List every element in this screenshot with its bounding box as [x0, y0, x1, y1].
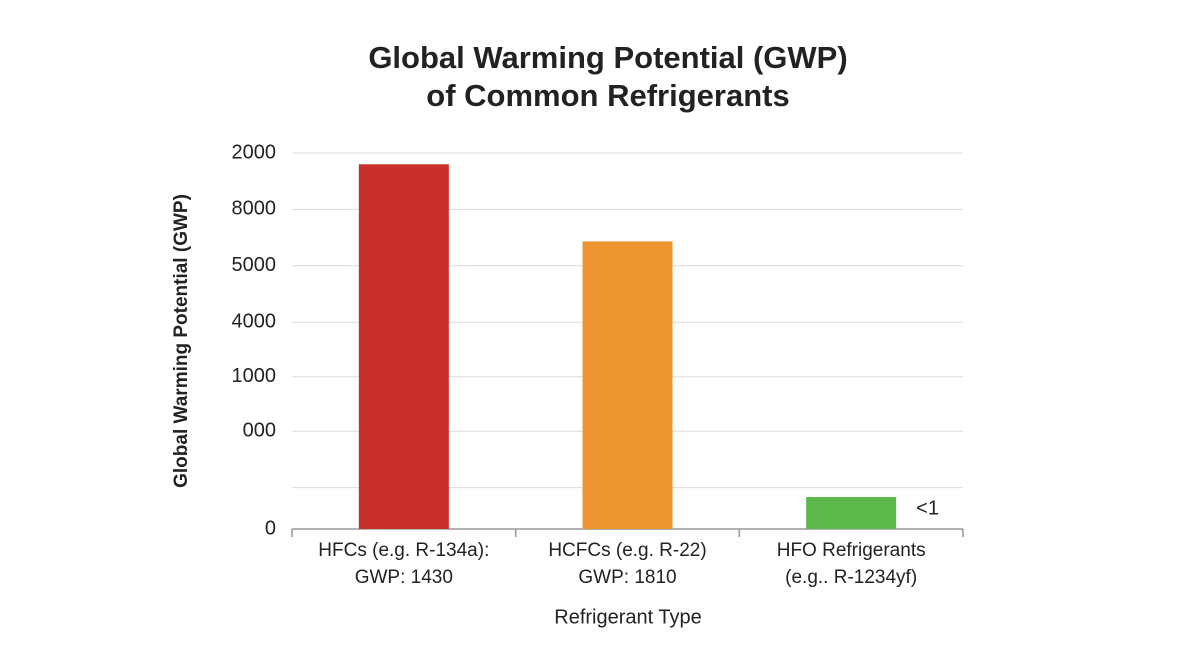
x-tick-label: HFCs (e.g. R-134a):: [318, 540, 489, 561]
y-tick-label: 000: [243, 420, 276, 442]
y-tick-label: 4000: [232, 310, 277, 332]
x-tick-label: HCFCs (e.g. R-22): [548, 540, 706, 561]
y-tick-label: 1000: [232, 365, 277, 387]
y-tick-label: 2000: [232, 141, 277, 163]
x-tick-label: HFO Refrigerants: [777, 540, 926, 561]
x-axis-title: Refrigerant Type: [554, 606, 702, 628]
y-tick-label: 0: [265, 517, 276, 539]
x-tick-label: (e.g.. R-1234yf): [785, 567, 917, 588]
x-tick-label: GWP: 1810: [578, 567, 676, 588]
bar: [806, 497, 897, 529]
annotation: <1: [916, 497, 939, 519]
x-tick-label: GWP: 1430: [355, 567, 453, 588]
chart-title: Global Warming Potential (GWP): [368, 40, 847, 75]
y-tick-label: 5000: [232, 254, 277, 276]
y-tick-label: 8000: [232, 198, 277, 220]
y-axis-title: Global Warming Potential (GWP): [171, 194, 192, 488]
bar: [582, 241, 673, 530]
bar: [358, 164, 449, 529]
chart-title: of Common Refrigerants: [426, 78, 789, 113]
